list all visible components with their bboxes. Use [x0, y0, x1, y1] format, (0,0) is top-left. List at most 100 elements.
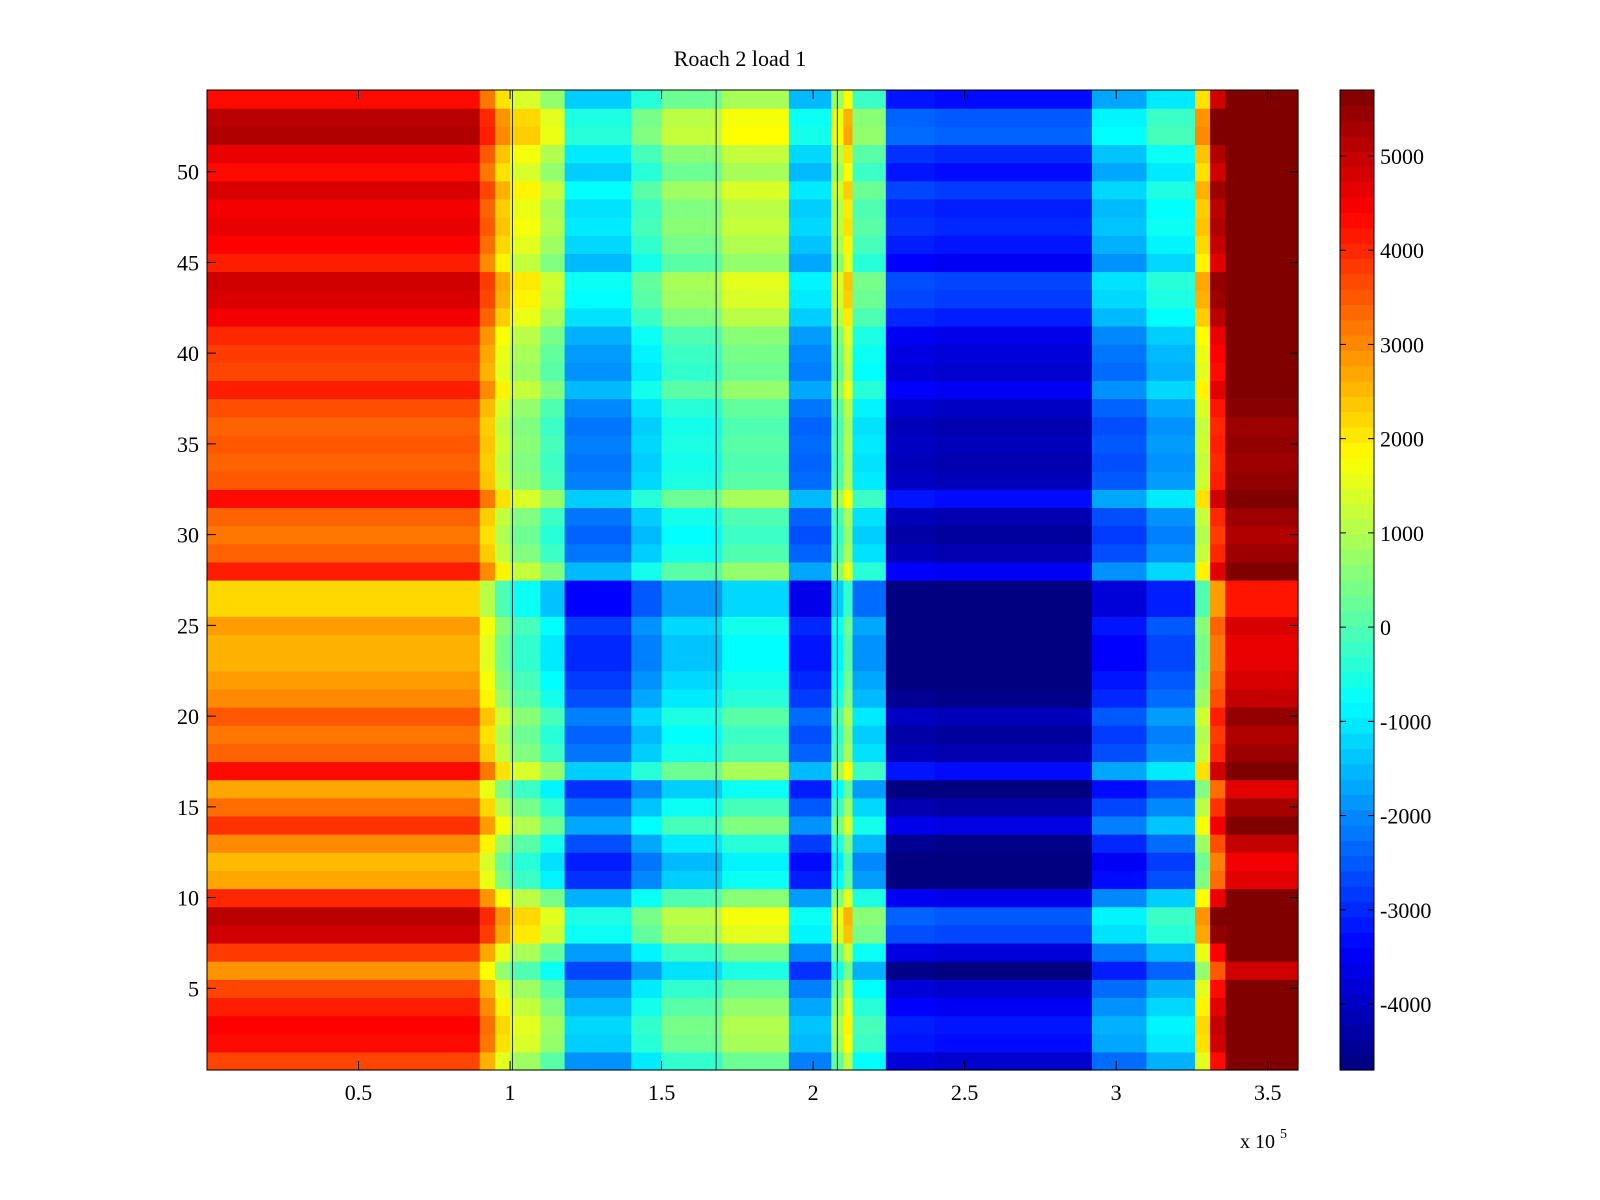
heatmap-cell — [1225, 471, 1299, 490]
heatmap-cell — [631, 434, 663, 454]
heatmap-cell — [207, 416, 481, 436]
heatmap-cell — [788, 1051, 832, 1071]
heatmap-cell — [885, 217, 935, 236]
heatmap-cell — [1225, 543, 1299, 563]
heatmap-cell — [788, 979, 832, 999]
x-tick-label: 2 — [808, 1080, 819, 1105]
heatmap-cell — [510, 616, 541, 636]
heatmap-cell — [494, 416, 511, 436]
heatmap-cell — [494, 434, 511, 454]
colorbar-step — [1340, 197, 1374, 214]
heatmap-cell — [207, 598, 481, 617]
heatmap-cell — [479, 108, 496, 127]
heatmap-cell — [1210, 162, 1226, 182]
heatmap-cell — [722, 543, 790, 563]
heatmap-cell — [934, 979, 1093, 999]
colorbar-step — [1340, 319, 1374, 336]
heatmap-cell — [207, 1033, 481, 1053]
heatmap-cell — [631, 743, 663, 763]
heatmap-cell — [510, 652, 541, 672]
heatmap-cell — [1194, 162, 1211, 182]
colorbar-step — [1340, 717, 1374, 734]
heatmap-cell — [540, 924, 566, 944]
heatmap-cell — [510, 634, 541, 654]
heatmap-cell — [885, 362, 935, 381]
heatmap-cell — [510, 979, 541, 999]
heatmap-cell — [207, 634, 481, 654]
heatmap-cell — [934, 489, 1093, 509]
heatmap-cell — [852, 888, 887, 908]
heatmap-cell — [843, 452, 854, 472]
heatmap-cell — [1225, 108, 1299, 127]
colorbar-step — [1340, 289, 1374, 305]
heatmap-cell — [494, 997, 511, 1017]
heatmap-cell — [661, 507, 723, 527]
heatmap-cell — [1210, 362, 1226, 381]
heatmap-cell — [852, 198, 887, 218]
heatmap-cell — [934, 434, 1093, 454]
heatmap-cell — [631, 688, 663, 708]
heatmap-cell — [661, 580, 723, 599]
heatmap-cell — [631, 108, 663, 127]
heatmap-cell — [631, 1033, 663, 1053]
heatmap-cell — [852, 707, 887, 726]
heatmap-cell — [1091, 834, 1148, 853]
heatmap-cell — [1210, 126, 1226, 146]
heatmap-cell — [661, 870, 723, 890]
heatmap-cell — [510, 852, 541, 871]
heatmap-cell — [564, 942, 632, 962]
heatmap-cell — [1194, 325, 1211, 345]
colorbar-tick-label: 4000 — [1380, 238, 1424, 263]
heatmap-cell — [1091, 416, 1148, 436]
heatmap-cell — [207, 108, 481, 127]
heatmap-cell — [479, 725, 496, 744]
colorbar-step — [1340, 335, 1374, 351]
heatmap-cell — [1225, 416, 1299, 436]
heatmap-cell — [934, 507, 1093, 527]
heatmap-cell — [1194, 289, 1211, 309]
heatmap-cell — [1225, 652, 1299, 672]
heatmap-cell — [661, 416, 723, 436]
heatmap-cell — [885, 90, 935, 109]
heatmap-cell — [1225, 688, 1299, 708]
heatmap-cell — [207, 670, 481, 690]
heatmap-cell — [1210, 489, 1226, 509]
heatmap-cell — [1091, 979, 1148, 999]
heatmap-cell — [510, 108, 541, 127]
heatmap-cell — [631, 525, 663, 545]
heatmap-cell — [852, 489, 887, 509]
heatmap-cell — [564, 561, 632, 581]
heatmap-cell — [843, 271, 854, 291]
heatmap-cell — [1210, 924, 1226, 944]
heatmap-cell — [564, 1033, 632, 1053]
heatmap-cell — [1225, 217, 1299, 236]
heatmap-cell — [1194, 253, 1211, 273]
heatmap-cell — [479, 398, 496, 418]
heatmap-cell — [1194, 180, 1211, 200]
heatmap-cell — [1210, 90, 1226, 109]
heatmap-cell — [564, 888, 632, 908]
heatmap-cell — [1194, 725, 1211, 744]
heatmap-cell — [540, 289, 566, 309]
heatmap-cell — [788, 289, 832, 309]
heatmap-cell — [1225, 580, 1299, 599]
heatmap-cell — [1146, 634, 1196, 654]
heatmap-cell — [1210, 325, 1226, 345]
heatmap-cell — [494, 670, 511, 690]
heatmap-cell — [479, 362, 496, 381]
heatmap-cell — [540, 180, 566, 200]
heatmap-cell — [661, 852, 723, 871]
colorbar-step — [1340, 825, 1374, 841]
heatmap-cell — [722, 217, 790, 236]
heatmap-cell — [510, 398, 541, 418]
heatmap-cell — [1194, 634, 1211, 654]
heatmap-cell — [510, 1015, 541, 1035]
heatmap-cell — [1225, 815, 1299, 835]
heatmap-cell — [540, 580, 566, 599]
heatmap-cell — [564, 162, 632, 182]
colorbar-step — [1340, 166, 1374, 183]
heatmap-cell — [1194, 235, 1211, 254]
heatmap-cell — [722, 162, 790, 182]
heatmap-cell — [1146, 543, 1196, 563]
colorbar-step — [1340, 993, 1374, 1010]
